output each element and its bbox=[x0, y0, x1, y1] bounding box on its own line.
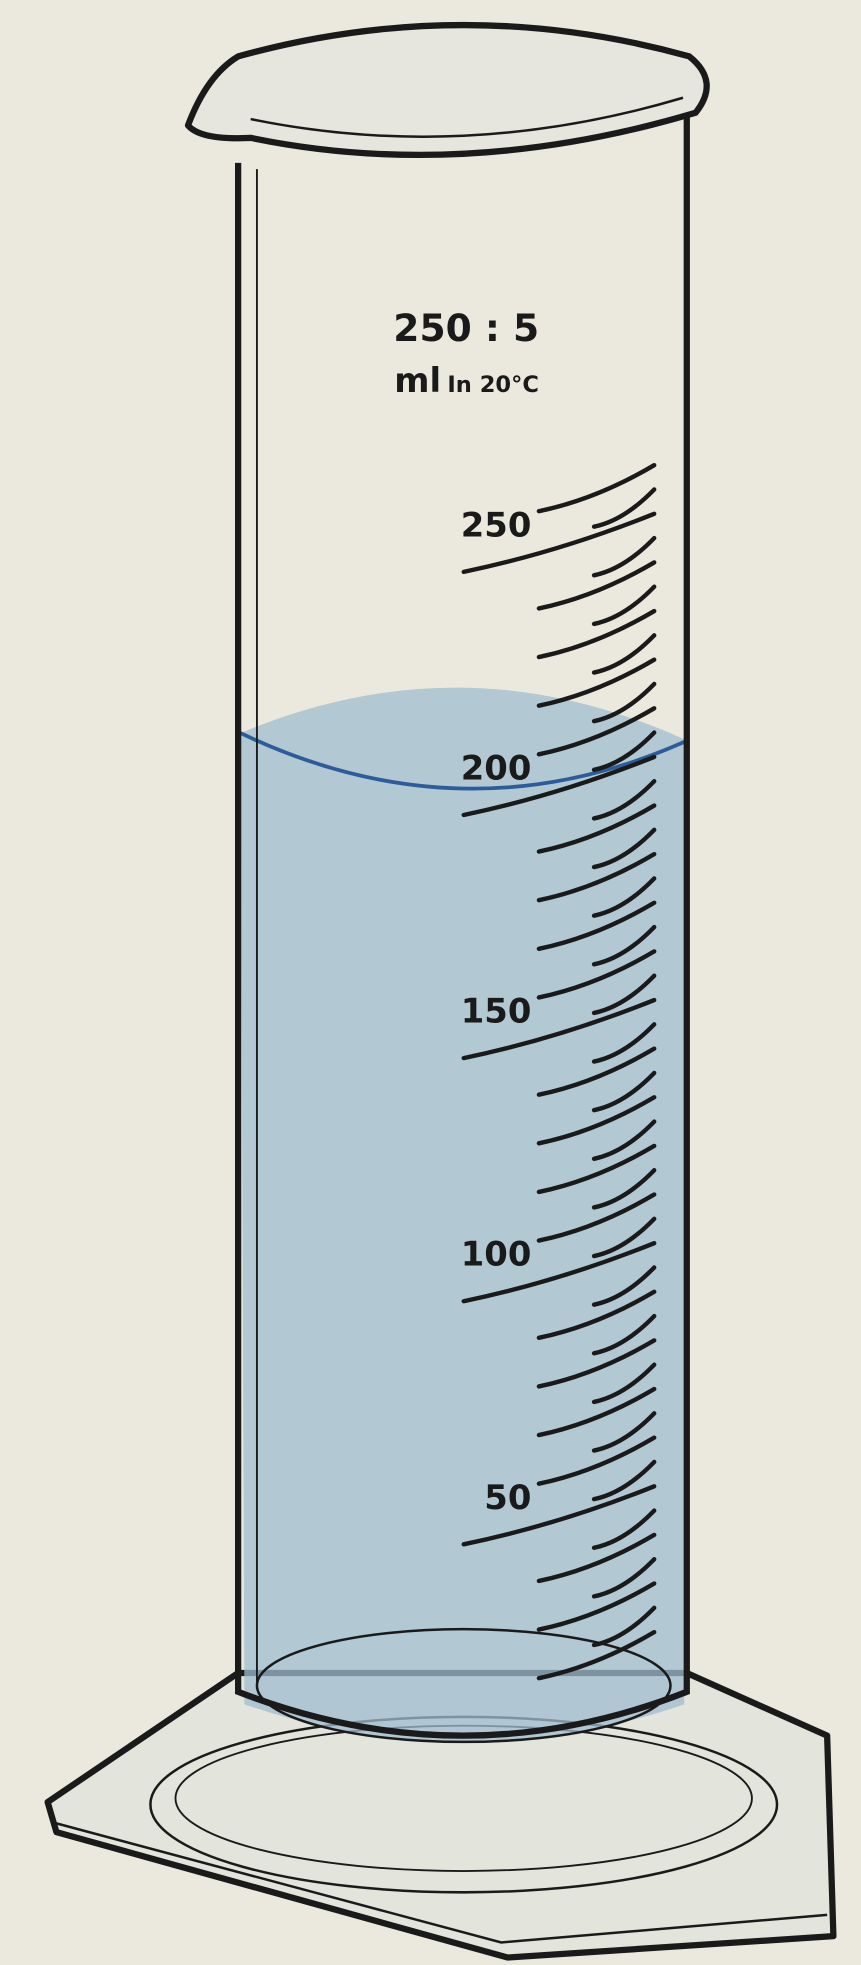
tick bbox=[536, 462, 657, 514]
minor-tick bbox=[591, 681, 657, 724]
tick bbox=[536, 657, 657, 708]
tick bbox=[536, 1435, 657, 1486]
major-tick bbox=[461, 511, 657, 575]
minor-tick bbox=[591, 535, 657, 578]
major-tick bbox=[461, 754, 657, 818]
cylinder-wall bbox=[235, 112, 690, 1739]
minor-tick bbox=[591, 1313, 657, 1356]
minor-tick bbox=[591, 924, 657, 967]
minor-tick bbox=[591, 1508, 657, 1550]
minor-tick bbox=[591, 1022, 657, 1064]
major-tick bbox=[461, 1240, 657, 1304]
tick bbox=[536, 1143, 657, 1195]
liquid bbox=[240, 687, 685, 1742]
scale-label: 150 bbox=[461, 992, 532, 1031]
minor-tick bbox=[591, 876, 657, 918]
minor-tick bbox=[591, 584, 657, 627]
tick bbox=[536, 706, 657, 757]
minor-tick bbox=[591, 730, 657, 773]
tick bbox=[536, 1386, 657, 1438]
tick bbox=[536, 949, 657, 1000]
tick bbox=[536, 803, 657, 854]
scale-label: 250 bbox=[461, 505, 532, 544]
tick bbox=[536, 1532, 657, 1584]
calibration: In 20°C bbox=[447, 372, 538, 398]
minor-tick bbox=[591, 779, 657, 821]
minor-tick bbox=[591, 1216, 657, 1259]
scale-label: 200 bbox=[461, 748, 532, 787]
tick bbox=[536, 608, 657, 660]
scale-label: 50 bbox=[484, 1478, 531, 1517]
scale: 250 200 150 100 50 bbox=[461, 462, 657, 1681]
tick bbox=[536, 1289, 657, 1340]
tick bbox=[536, 851, 657, 903]
minor-tick bbox=[591, 1362, 657, 1405]
minor-tick bbox=[591, 1070, 657, 1113]
minor-tick bbox=[591, 487, 657, 529]
tick bbox=[536, 900, 657, 952]
minor-tick bbox=[591, 1168, 657, 1210]
minor-tick bbox=[591, 1265, 657, 1307]
minor-tick bbox=[591, 633, 657, 675]
minor-tick bbox=[591, 973, 657, 1016]
minor-tick bbox=[591, 1459, 657, 1502]
meniscus bbox=[239, 731, 686, 791]
minor-tick bbox=[591, 1557, 657, 1599]
major-tick bbox=[461, 997, 657, 1061]
tick bbox=[536, 1046, 657, 1097]
minor-tick bbox=[591, 1411, 657, 1453]
unit: ml bbox=[394, 361, 441, 400]
tick bbox=[536, 1095, 657, 1146]
minor-tick bbox=[591, 1119, 657, 1161]
minor-tick bbox=[591, 827, 657, 870]
tick bbox=[536, 1338, 657, 1389]
rim-inner bbox=[250, 96, 684, 138]
tick bbox=[536, 1192, 657, 1243]
tick bbox=[536, 560, 657, 611]
tick bbox=[536, 1629, 657, 1681]
tick bbox=[536, 1581, 657, 1632]
scale-label: 100 bbox=[461, 1235, 532, 1274]
capacity: 250 : 5 bbox=[393, 306, 539, 350]
minor-tick bbox=[591, 1605, 657, 1648]
major-tick bbox=[461, 1484, 657, 1547]
base-edge bbox=[56, 1822, 828, 1944]
